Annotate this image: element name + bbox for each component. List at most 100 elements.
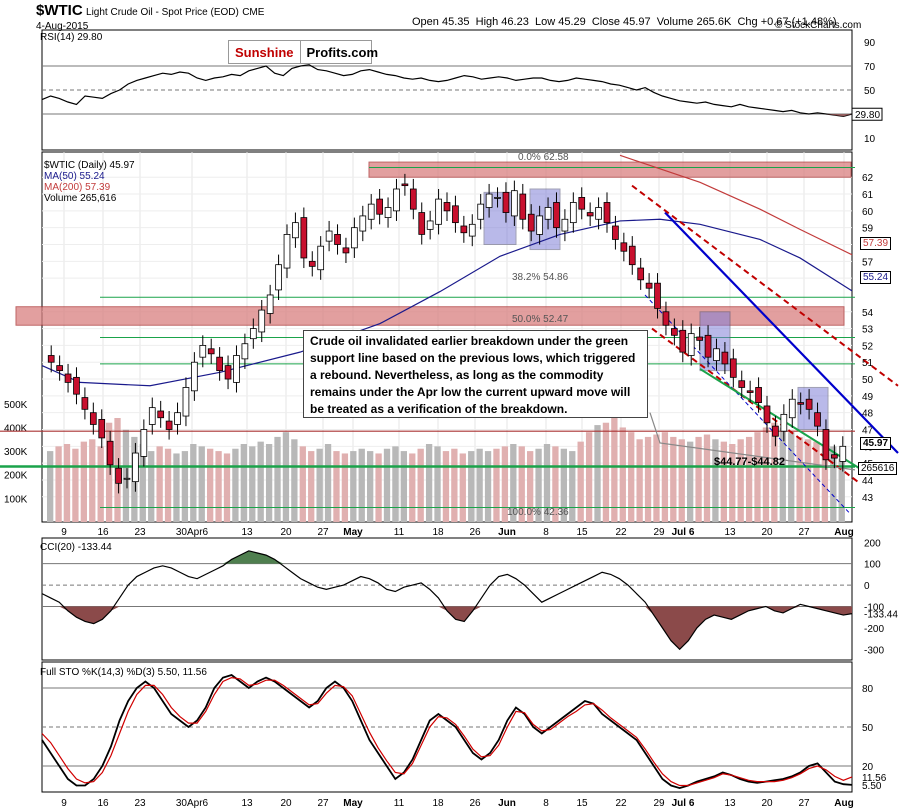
candle-body <box>376 198 383 215</box>
volume-bar <box>493 448 500 522</box>
price-y-tick: 43 <box>862 493 874 504</box>
ma50-tag: 55.24 <box>860 271 892 284</box>
candle-body <box>359 215 367 232</box>
rsi-last-box <box>851 107 883 121</box>
candle-body <box>628 245 636 266</box>
volume-bar <box>813 441 820 522</box>
candle-body <box>418 212 426 235</box>
volume-bar <box>695 436 702 522</box>
x-tick-label-top: 26 <box>469 527 481 538</box>
candle-body <box>578 197 586 210</box>
x-tick-label-top: May <box>343 527 363 538</box>
volume-bar <box>661 432 669 522</box>
volume-bar <box>164 448 172 522</box>
volume-bar <box>308 451 315 522</box>
candle-body <box>140 429 148 457</box>
x-tick-label-top: 30Apr6 <box>176 527 209 538</box>
x-tick-label-bottom: 8 <box>543 798 549 809</box>
volume-bar <box>754 432 761 522</box>
ma50-line <box>41 218 853 387</box>
volume-bar <box>63 444 71 522</box>
x-tick-label-top: 8 <box>543 527 549 538</box>
change-value: Chg +0.67 (+1.48%) <box>737 16 837 28</box>
candle-body <box>275 264 282 291</box>
volume-bar <box>47 451 54 522</box>
candle-body <box>780 413 788 432</box>
candle-body <box>553 202 560 229</box>
volume-bar <box>804 439 812 522</box>
cci-y-tick: 200 <box>864 538 881 549</box>
x-tick-label-top: Aug <box>834 527 853 538</box>
candle-body <box>645 282 653 289</box>
price-legend-ma50: MA(50) 55.24 <box>44 171 105 182</box>
logo: Sunshine Profits.com <box>228 40 378 64</box>
x-tick-label-bottom: 27 <box>798 798 810 809</box>
candle-body <box>401 183 409 187</box>
candle-body <box>620 242 628 252</box>
volume-bar <box>552 446 559 522</box>
price-y-tick: 52 <box>862 341 874 352</box>
price-legend-volume: Volume 265,616 <box>44 193 117 204</box>
volume-bar <box>670 436 677 522</box>
candle-body <box>746 390 754 393</box>
price-y-tick: 59 <box>862 224 874 235</box>
candle-body <box>805 398 813 410</box>
price-y-tick: 61 <box>862 190 874 201</box>
exchange: CME <box>242 7 265 18</box>
sto-y-tick: 5.50 <box>862 781 882 792</box>
candle-body <box>831 454 838 459</box>
candle-body <box>384 207 392 218</box>
candle-body <box>81 397 89 410</box>
candle-body <box>249 328 257 340</box>
sto-y-tick: 20 <box>862 762 874 773</box>
volume-bar <box>459 453 466 522</box>
volume-y-tick: 100K <box>4 494 28 505</box>
candle-body <box>502 191 510 213</box>
candle-body <box>679 329 687 353</box>
x-tick-label-bottom: 11 <box>394 798 405 809</box>
rsi-last-label: 29.80 <box>855 110 880 121</box>
volume-bar <box>291 439 298 522</box>
x-tick-label-top: 13 <box>724 527 736 538</box>
ma200-tag: 57.39 <box>860 237 892 250</box>
cci-oversold-fill <box>42 606 852 650</box>
candle-body <box>56 365 63 372</box>
volume-bar <box>569 451 576 522</box>
logo-part1: Sunshine <box>229 41 301 63</box>
candle-body <box>788 398 796 419</box>
rsi-y-tick: 10 <box>864 134 876 145</box>
price-y-tick: 57 <box>862 257 874 268</box>
volume-bar <box>148 451 155 522</box>
volume-bar <box>324 444 332 522</box>
price-legend-main: $WTIC (Daily) 45.97 <box>44 160 135 171</box>
x-tick-label-bottom: 9 <box>61 798 67 809</box>
volume-bar <box>198 446 205 522</box>
candle-body <box>73 376 80 395</box>
x-tick-label-bottom: 18 <box>432 798 444 809</box>
cci-legend: CCI(20) -133.44 <box>40 542 112 553</box>
x-tick-label-top: Jun <box>498 527 516 538</box>
candle-body <box>671 328 678 336</box>
x-tick-label-top: 27 <box>798 527 810 538</box>
volume-bar <box>434 446 441 522</box>
volume-bar <box>729 444 736 522</box>
candle-body <box>839 445 847 462</box>
volume-bar <box>484 451 492 522</box>
candle-body <box>544 207 552 220</box>
volume-bar <box>653 434 660 522</box>
candle-body <box>729 358 737 378</box>
x-tick-label-bottom: 20 <box>280 798 292 809</box>
low-value: Low 45.29 <box>534 16 586 28</box>
volume-bar <box>442 451 450 522</box>
volume-bar <box>687 441 694 522</box>
candle-body <box>485 193 493 208</box>
candle-body <box>696 336 703 341</box>
x-tick-label-top: 9 <box>61 527 67 538</box>
candle-body <box>822 429 830 461</box>
candle-body <box>569 202 577 224</box>
volume-bar <box>779 427 786 522</box>
sto-k-line <box>41 674 853 790</box>
volume-bar <box>265 444 273 522</box>
volume-bar <box>602 422 610 522</box>
candle-body <box>123 477 131 480</box>
